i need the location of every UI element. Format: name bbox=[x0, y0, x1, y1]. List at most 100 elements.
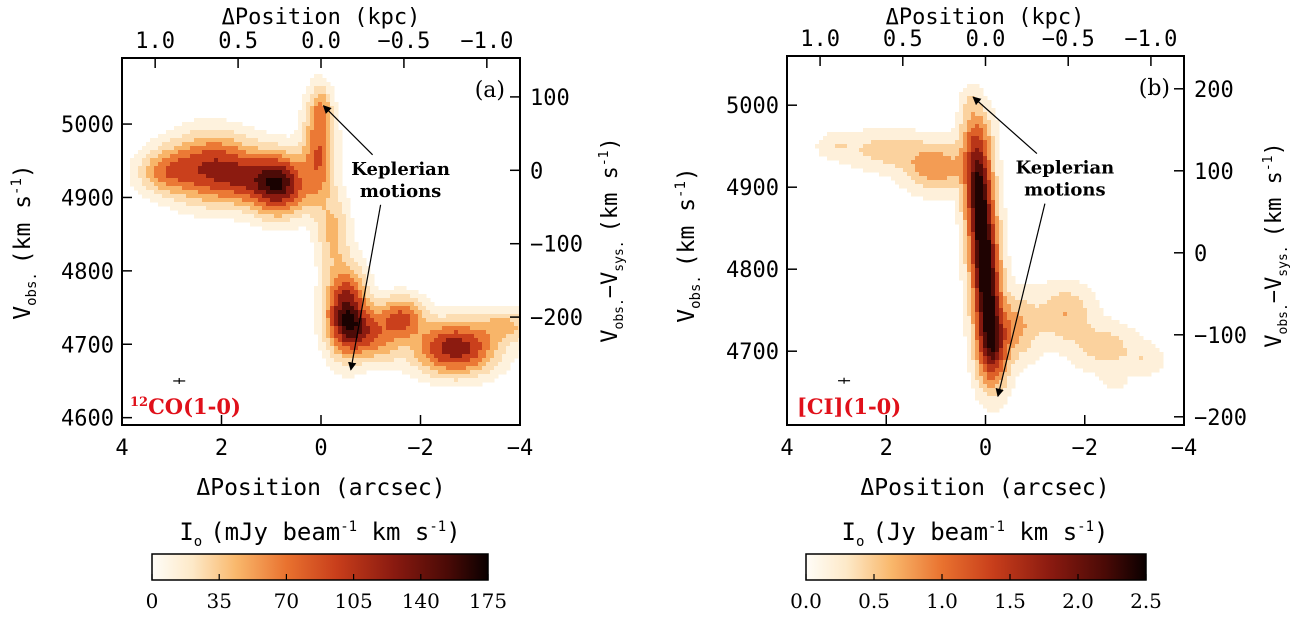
heatmap-cell bbox=[979, 156, 984, 161]
heatmap-cell bbox=[1007, 292, 1012, 297]
heatmap-cell bbox=[178, 202, 183, 207]
heatmap-cell bbox=[250, 134, 255, 139]
heatmap-cell bbox=[326, 214, 331, 219]
heatmap-cell bbox=[999, 168, 1004, 173]
heatmap-cell bbox=[330, 134, 335, 139]
heatmap-cell bbox=[302, 194, 307, 199]
heatmap-cell bbox=[995, 352, 1000, 357]
heatmap-cell bbox=[995, 136, 1000, 141]
heatmap-cell bbox=[991, 372, 996, 377]
heatmap-cell bbox=[1143, 364, 1148, 369]
heatmap-cell bbox=[226, 138, 231, 143]
heatmap-cell bbox=[887, 148, 892, 153]
heatmap-cell bbox=[1159, 356, 1164, 361]
heatmap-cell bbox=[1083, 352, 1088, 357]
heatmap-cell bbox=[394, 330, 399, 335]
heatmap-cell bbox=[831, 156, 836, 161]
heatmap-cell bbox=[310, 202, 315, 207]
heatmap-cell bbox=[374, 326, 379, 331]
heatmap-cell bbox=[1083, 284, 1088, 289]
heatmap-cell bbox=[883, 152, 888, 157]
heatmap-cell bbox=[955, 128, 960, 133]
heatmap-cell bbox=[943, 144, 948, 149]
heatmap-cell bbox=[354, 330, 359, 335]
heatmap-cell bbox=[338, 182, 343, 187]
heatmap-cell bbox=[258, 202, 263, 207]
heatmap-cell bbox=[238, 214, 243, 219]
heatmap-cell bbox=[979, 240, 984, 245]
heatmap-cell bbox=[318, 82, 323, 87]
heatmap-cell bbox=[322, 278, 327, 283]
heatmap-cell bbox=[1035, 304, 1040, 309]
heatmap-cell bbox=[474, 310, 479, 315]
heatmap-cell bbox=[947, 192, 952, 197]
heatmap-cell bbox=[1007, 264, 1012, 269]
heatmap-cell bbox=[935, 132, 940, 137]
heatmap-cell bbox=[947, 180, 952, 185]
heatmap-cell bbox=[1123, 336, 1128, 341]
heatmap-cell bbox=[1083, 320, 1088, 325]
heatmap-cell bbox=[1075, 292, 1080, 297]
heatmap-cell bbox=[466, 346, 471, 351]
heatmap-cell bbox=[286, 226, 291, 231]
heatmap-cell bbox=[979, 256, 984, 261]
heatmap-cell bbox=[314, 238, 319, 243]
heatmap-cell bbox=[294, 198, 299, 203]
heatmap-cell bbox=[1135, 336, 1140, 341]
heatmap-cell bbox=[1059, 304, 1064, 309]
heatmap-cell bbox=[1059, 340, 1064, 345]
heatmap-cell bbox=[330, 282, 335, 287]
heatmap-cell bbox=[434, 350, 439, 355]
heatmap-cell bbox=[963, 292, 968, 297]
heatmap-cell bbox=[230, 190, 235, 195]
heatmap-cell bbox=[434, 306, 439, 311]
heatmap-cell bbox=[402, 318, 407, 323]
heatmap-cell bbox=[963, 116, 968, 121]
heatmap-cell bbox=[162, 198, 167, 203]
heatmap-cell bbox=[150, 158, 155, 163]
x-tick-label: 2 bbox=[215, 436, 228, 461]
heatmap-cell bbox=[394, 306, 399, 311]
heatmap-cell bbox=[979, 112, 984, 117]
heatmap-cell bbox=[190, 206, 195, 211]
heatmap-cell bbox=[266, 194, 271, 199]
heatmap-cell bbox=[334, 238, 339, 243]
heatmap-cell bbox=[827, 152, 832, 157]
heatmap-cell bbox=[1071, 332, 1076, 337]
heatmap-cell bbox=[166, 154, 171, 159]
heatmap-cell bbox=[338, 362, 343, 367]
heatmap-cell bbox=[999, 284, 1004, 289]
heatmap-cell bbox=[991, 252, 996, 257]
heatmap-cell bbox=[967, 252, 972, 257]
heatmap-cell bbox=[1039, 284, 1044, 289]
heatmap-cell bbox=[995, 296, 1000, 301]
heatmap-cell bbox=[322, 302, 327, 307]
heatmap-cell bbox=[226, 170, 231, 175]
heatmap-cell bbox=[150, 190, 155, 195]
heatmap-cell bbox=[887, 156, 892, 161]
heatmap-cell bbox=[967, 152, 972, 157]
heatmap-cell bbox=[514, 326, 519, 331]
heatmap-cell bbox=[1091, 336, 1096, 341]
heatmap-cell bbox=[907, 152, 912, 157]
heatmap-cell bbox=[178, 210, 183, 215]
heatmap-cell bbox=[1067, 332, 1072, 337]
heatmap-cell bbox=[434, 314, 439, 319]
heatmap-cell bbox=[166, 166, 171, 171]
heatmap-cell bbox=[991, 348, 996, 353]
heatmap-cell bbox=[230, 126, 235, 131]
heatmap-cell bbox=[438, 382, 443, 387]
heatmap-cell bbox=[446, 358, 451, 363]
heatmap-cell bbox=[282, 162, 287, 167]
heatmap-cell bbox=[334, 126, 339, 131]
heatmap-cell bbox=[951, 196, 956, 201]
heatmap-cell bbox=[959, 196, 964, 201]
heatmap-cell bbox=[258, 150, 263, 155]
heatmap-cell bbox=[422, 322, 427, 327]
heatmap-cell bbox=[338, 138, 343, 143]
heatmap-cell bbox=[967, 140, 972, 145]
heatmap-cell bbox=[963, 172, 968, 177]
heatmap-cell bbox=[330, 202, 335, 207]
heatmap-cell bbox=[326, 310, 331, 315]
